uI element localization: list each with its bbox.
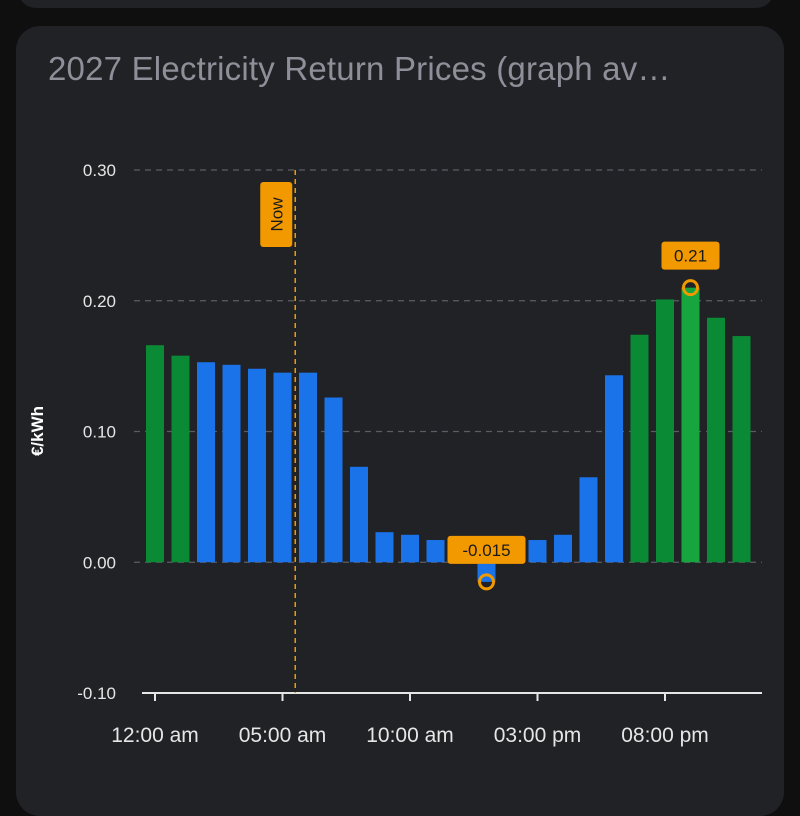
now-label: Now	[267, 197, 286, 232]
bar[interactable]	[681, 287, 700, 563]
bar[interactable]	[324, 397, 343, 563]
bar[interactable]	[222, 364, 241, 563]
bar[interactable]	[554, 534, 572, 563]
bar[interactable]	[426, 540, 445, 563]
now-badge	[260, 182, 293, 247]
y-tick-label: 0.10	[83, 423, 116, 442]
bar[interactable]	[375, 532, 394, 563]
x-tick-labels: 12:00 am 05:00 am 10:00 am 03:00 pm 08:00 pm	[111, 724, 709, 747]
y-tick-labels: 0.30 0.20 0.10 0.00 -0.10	[77, 161, 116, 703]
annotation-label: 0.21	[674, 247, 707, 266]
y-tick-label: 0.20	[83, 292, 116, 311]
y-tick-label: 0.00	[83, 553, 116, 572]
annotation-point[interactable]	[682, 279, 699, 297]
bar[interactable]	[630, 334, 649, 563]
x-axis	[142, 692, 762, 701]
bar[interactable]	[579, 477, 598, 563]
bar[interactable]	[656, 299, 674, 563]
previous-card	[18, 0, 774, 8]
x-tick-label: 10:00 am	[366, 724, 454, 747]
annotation-badge	[447, 535, 526, 564]
x-tick-label: 03:00 pm	[494, 724, 582, 747]
bars	[146, 287, 751, 582]
annotation-badge	[661, 241, 720, 270]
annotation-label: -0.015	[462, 541, 510, 560]
x-tick-label: 12:00 am	[111, 724, 199, 747]
bar[interactable]	[248, 368, 266, 563]
x-tick-label: 05:00 am	[239, 724, 327, 747]
bar[interactable]	[605, 375, 623, 563]
price-chart-card: 2027 Electricity Return Prices (graph av…	[16, 26, 784, 816]
bar[interactable]	[299, 372, 317, 563]
y-tick-label: 0.30	[83, 161, 116, 180]
annotation-point[interactable]	[478, 573, 495, 591]
bar[interactable]	[197, 362, 215, 563]
y-axis-label: €/kWh	[28, 406, 47, 456]
bar[interactable]	[528, 540, 547, 563]
y-tick-label: -0.10	[77, 684, 116, 703]
bar[interactable]	[732, 336, 751, 563]
card-title[interactable]: 2027 Electricity Return Prices (graph av…	[48, 50, 671, 87]
bar[interactable]	[273, 372, 292, 563]
bar[interactable]	[401, 534, 419, 563]
bar[interactable]	[171, 355, 190, 563]
bar[interactable]	[146, 345, 164, 563]
bar[interactable]	[707, 317, 725, 563]
annotations: Now 0.21 -0.015	[260, 170, 720, 693]
price-bar-chart: 0.30 0.20 0.10 0.00 -0.10 12:00 am 05:00 am 10…	[28, 161, 762, 747]
bar[interactable]	[350, 466, 368, 563]
x-tick-label: 08:00 pm	[621, 724, 709, 747]
